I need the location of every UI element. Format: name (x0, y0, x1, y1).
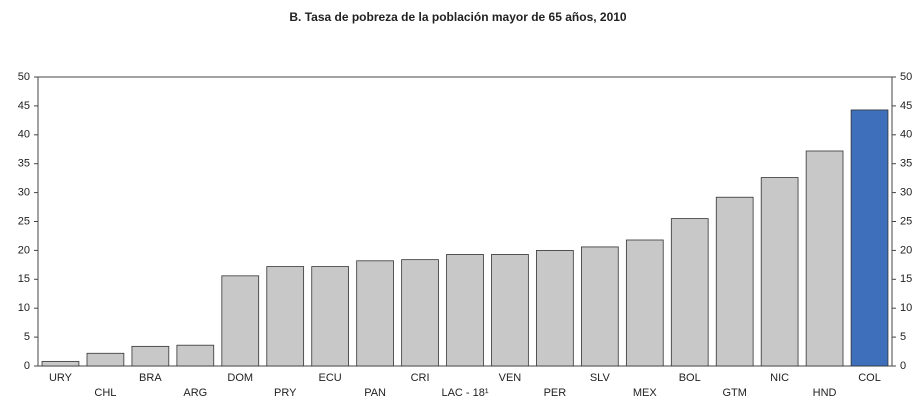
bar (446, 254, 484, 367)
bar (715, 196, 754, 367)
x-tick-label: NIC (770, 372, 789, 384)
bar (356, 260, 394, 367)
x-tick-label: PAN (364, 387, 386, 399)
y-tick-label-right: 30 (900, 187, 912, 199)
bar (221, 275, 260, 367)
y-tick-label: 40 (18, 129, 30, 141)
bar (536, 249, 574, 367)
y-tick-label: 25 (18, 215, 30, 227)
chart-title: B. Tasa de pobreza de la población mayor… (289, 10, 627, 24)
y-tick-label: 0 (24, 360, 30, 372)
bar (176, 344, 215, 367)
y-tick-label: 5 (24, 331, 30, 343)
bar (131, 345, 170, 367)
x-tick-label: SLV (590, 372, 611, 384)
bar (760, 177, 799, 367)
x-tick-label: BOL (679, 372, 701, 384)
y-tick-label: 30 (18, 187, 30, 199)
y-tick-label-right: 45 (900, 100, 912, 112)
y-tick-label-right: 40 (900, 129, 912, 141)
y-tick-label: 10 (18, 302, 30, 314)
x-tick-label: DOM (227, 372, 253, 384)
x-tick-label: HND (813, 387, 837, 399)
x-tick-label: ECU (319, 372, 342, 384)
y-tick-label: 50 (18, 71, 30, 83)
bar (581, 246, 619, 367)
bar (805, 150, 844, 367)
y-tick-label: 35 (18, 158, 30, 170)
bar (266, 266, 305, 367)
y-tick-label-right: 5 (900, 331, 906, 343)
bar (625, 239, 664, 367)
y-tick-label-right: 15 (900, 273, 912, 285)
x-tick-label: MEX (633, 387, 658, 399)
y-tick-label-right: 35 (900, 158, 912, 170)
y-tick-label: 45 (18, 100, 30, 112)
x-tick-label: PER (544, 387, 567, 399)
x-tick-label: BRA (139, 372, 162, 384)
bar (41, 360, 80, 367)
bar (401, 259, 439, 367)
bar (670, 218, 709, 367)
x-tick-label: ARG (183, 387, 207, 399)
x-tick-label: LAC - 18¹ (441, 387, 488, 399)
x-tick-label: URY (49, 372, 73, 384)
y-tick-label-right: 20 (900, 244, 912, 256)
x-tick-label: PRY (274, 387, 297, 399)
y-tick-label-right: 50 (900, 71, 912, 83)
x-tick-label: COL (858, 372, 881, 384)
bar (850, 109, 889, 367)
y-tick-label-right: 25 (900, 215, 912, 227)
bar (86, 352, 125, 367)
y-tick-label-right: 10 (900, 302, 912, 314)
bar (311, 266, 349, 367)
x-tick-label: GTM (722, 387, 746, 399)
x-tick-label: CHL (94, 387, 116, 399)
x-tick-label: VEN (499, 372, 522, 384)
x-tick-label: CRI (411, 372, 430, 384)
y-tick-label-right: 0 (900, 360, 906, 372)
y-tick-label: 15 (18, 273, 30, 285)
y-tick-label: 20 (18, 244, 30, 256)
bar (491, 254, 529, 367)
